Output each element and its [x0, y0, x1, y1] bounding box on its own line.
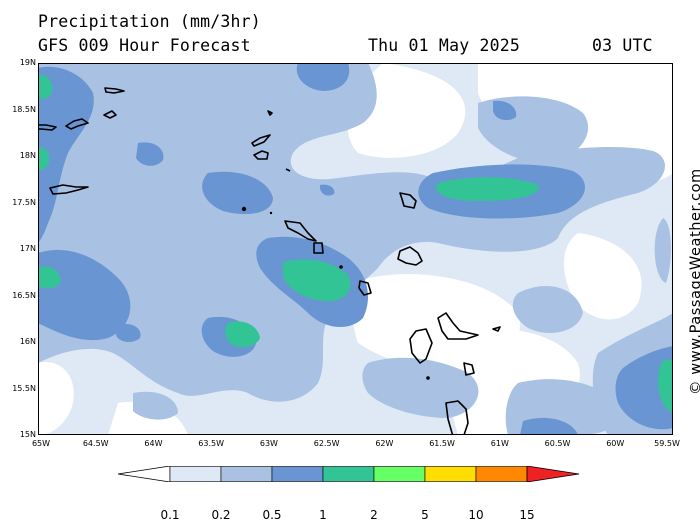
- colorbar-label: 10: [468, 508, 484, 522]
- forecast-label: GFS 009 Hour Forecast: [38, 36, 251, 55]
- small-islands: [241, 206, 430, 380]
- coastlines: [38, 87, 501, 435]
- colorbar-segment: [271, 466, 324, 482]
- colorbar-label: 0.2: [211, 508, 231, 522]
- latitude-tick-label: 15.5N: [12, 383, 36, 393]
- colorbar-segment: [424, 466, 477, 482]
- colorbar-segment: [322, 466, 375, 482]
- latitude-tick-label: 18.5N: [12, 104, 36, 114]
- map-title: Precipitation (mm/3hr): [38, 12, 261, 31]
- colorbar-label: 15: [519, 508, 535, 522]
- island-outline: [104, 87, 125, 94]
- latitude-tick-label: 19N: [19, 58, 36, 67]
- colorbar-segment: [475, 466, 528, 482]
- longitude-tick-label: 60.5W: [544, 439, 571, 448]
- precip-medium-areas: [38, 63, 673, 435]
- latitude-tick-label: 15N: [19, 430, 36, 439]
- latitude-tick-label: 16N: [19, 337, 36, 346]
- latitude-tick-label: 17.5N: [12, 197, 36, 207]
- longitude-tick-label: 61W: [490, 439, 509, 448]
- colorbar-segment: [373, 466, 426, 482]
- longitude-tick-label: 59.5W: [654, 439, 680, 448]
- colorbar-label: 2: [370, 508, 378, 522]
- latitude-tick-label: 17N: [19, 244, 36, 253]
- latitude-tick-label: 18N: [19, 151, 36, 160]
- longitude-tick-label: 63.5W: [198, 439, 225, 448]
- longitude-tick-label: 65W: [31, 439, 51, 448]
- forecast-time: 03 UTC: [592, 36, 653, 55]
- precipitation-colorbar: [118, 466, 580, 482]
- longitude-tick-label: 61.5W: [429, 439, 455, 448]
- colorbar-label: 0.5: [262, 508, 282, 522]
- colorbar-label: 0.1: [160, 508, 180, 522]
- colorbar-label: 1: [319, 508, 327, 522]
- precipitation-map: [38, 63, 673, 435]
- latitude-tick-label: 16.5N: [12, 290, 36, 300]
- colorbar-segment: [220, 466, 273, 482]
- longitude-tick-label: 64.5W: [82, 439, 109, 448]
- colorbar-segment: [169, 466, 222, 482]
- longitude-tick-label: 64W: [144, 439, 163, 448]
- precip-green-areas: [38, 74, 673, 413]
- precipitation-field: [38, 63, 673, 435]
- colorbar-arrow-low: [118, 466, 171, 482]
- colorbar-arrow-high: [526, 466, 580, 482]
- longitude-tick-label: 60W: [606, 439, 625, 448]
- longitude-tick-label: 62W: [375, 439, 394, 448]
- watermark-text: © www.PassageWeather.com: [688, 168, 700, 395]
- colorbar-label: 5: [421, 508, 429, 522]
- longitude-tick-label: 63W: [259, 439, 278, 448]
- forecast-date: Thu 01 May 2025: [368, 36, 521, 55]
- longitude-tick-label: 62.5W: [313, 439, 340, 448]
